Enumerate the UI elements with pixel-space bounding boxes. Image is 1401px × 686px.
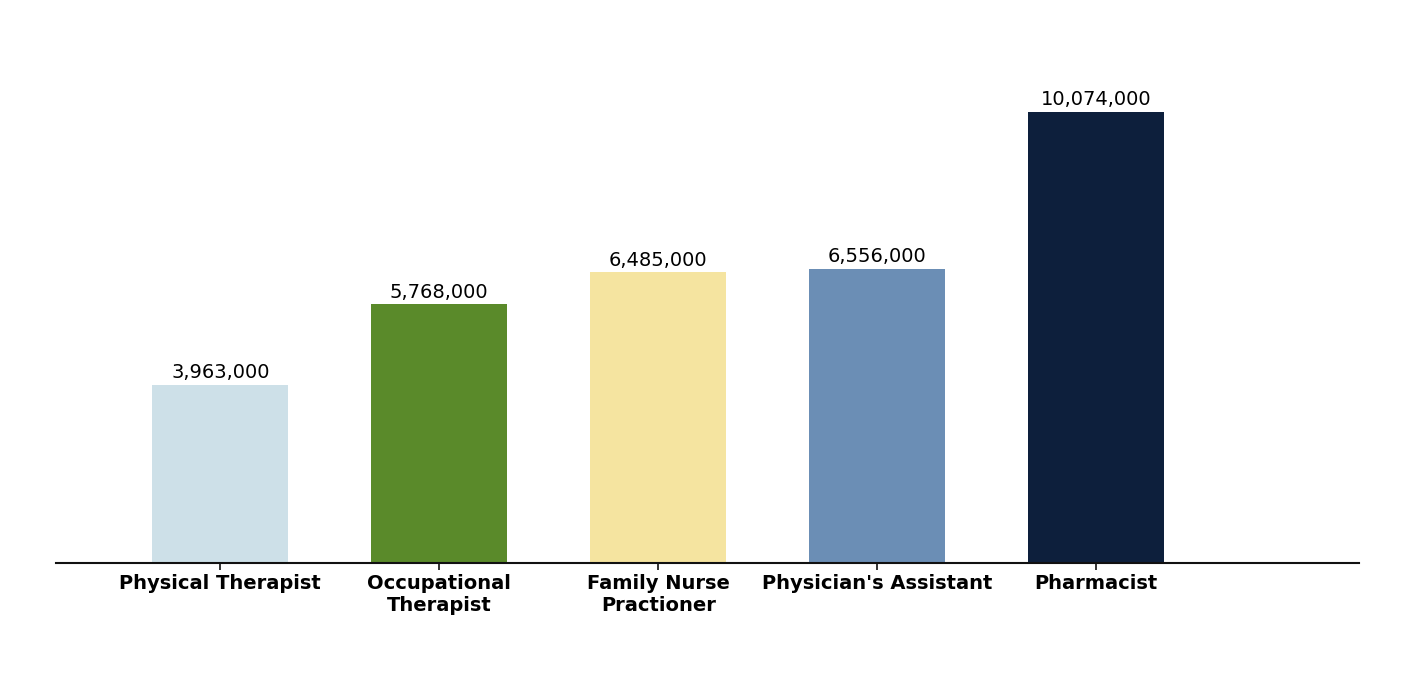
Text: 6,485,000: 6,485,000 — [609, 250, 708, 270]
Text: 3,963,000: 3,963,000 — [171, 364, 269, 382]
Text: 10,074,000: 10,074,000 — [1041, 90, 1152, 109]
Bar — [810, 269, 946, 563]
Bar — [590, 272, 726, 563]
Text: 6,556,000: 6,556,000 — [828, 248, 926, 266]
Bar — [1028, 112, 1164, 563]
Text: 5,768,000: 5,768,000 — [389, 283, 489, 302]
Bar — [371, 305, 507, 563]
Bar — [153, 385, 289, 563]
